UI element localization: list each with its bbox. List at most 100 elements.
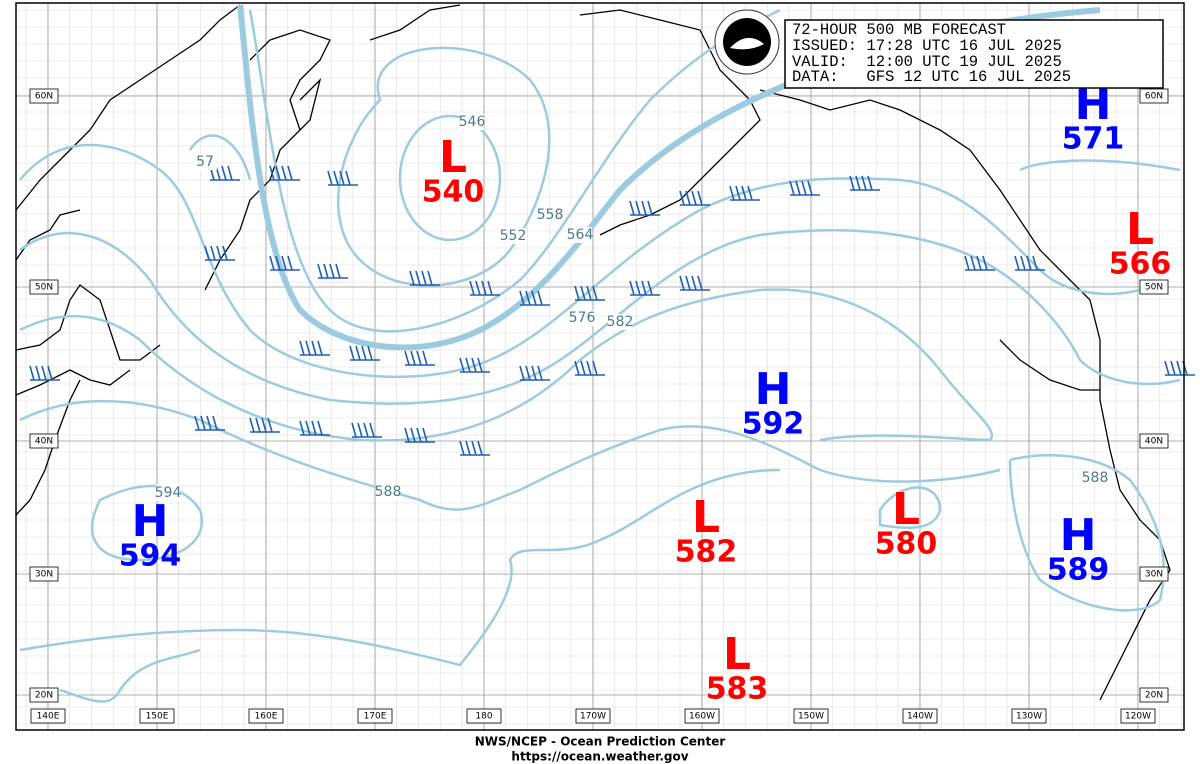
contour-label-bg (501, 228, 525, 244)
center-value: 540 (422, 175, 485, 210)
wind-barb (194, 415, 225, 431)
center-letter: L (723, 629, 751, 680)
latitude-label: 30N (35, 570, 53, 580)
contour-552 (337, 46, 551, 287)
wind-barb (1014, 255, 1045, 271)
longitude-label: 150W (798, 712, 824, 722)
wind-barbs (29, 165, 1195, 456)
header-box (784, 19, 1164, 89)
label-box (248, 708, 284, 724)
contour-label: 57 (196, 154, 214, 170)
wind-barb (299, 420, 330, 436)
header-line: ISSUED: 17:28 UTC 16 JUL 2025 (792, 37, 1062, 55)
center-letter: H (132, 496, 169, 547)
label-box (1139, 279, 1169, 295)
center-value: 580 (875, 527, 938, 562)
label-box (29, 279, 59, 295)
wind-barb (327, 170, 358, 186)
wind-barb (1164, 360, 1195, 376)
contour-label: 564 (567, 227, 594, 243)
wind-barb (299, 340, 330, 356)
label-box (466, 708, 502, 724)
label-box (139, 708, 175, 724)
wind-barb (679, 190, 710, 206)
contour-label: 588 (1082, 470, 1109, 486)
wind-barb (459, 357, 490, 373)
latitude-label: 40N (1145, 437, 1163, 447)
label-box (1139, 88, 1169, 104)
wind-barb (629, 200, 660, 216)
contour-label-bg (156, 485, 180, 501)
wind-barb (849, 175, 880, 191)
longitude-label: 170W (580, 712, 606, 722)
wind-barb (519, 365, 550, 381)
latitude-label: 50N (35, 283, 53, 293)
map-frame (15, 2, 1185, 731)
wind-barb (349, 345, 380, 361)
contour-588 (19, 399, 1165, 612)
label-box (902, 708, 938, 724)
wind-barb (789, 180, 820, 196)
latitude-label: 60N (1145, 92, 1163, 102)
contour-label: 576 (569, 310, 596, 326)
wind-barb (204, 245, 235, 261)
wind-barb (409, 270, 440, 286)
contour-546 (398, 114, 502, 242)
contour-label: 558 (537, 207, 564, 223)
center-value: 571 (1062, 122, 1125, 157)
wind-barb (629, 280, 660, 296)
label-box (793, 708, 829, 724)
contour-591 (59, 648, 201, 703)
center-value: 592 (742, 407, 805, 442)
wind-barb (249, 417, 280, 433)
label-box (1011, 708, 1047, 724)
contour-label-bg (1083, 470, 1107, 486)
contour-label-bg (570, 310, 594, 326)
latitude-label: 20N (1145, 691, 1163, 701)
contour-576 (19, 229, 1181, 405)
center-letter: H (755, 364, 792, 415)
header-line: 72-HOUR 500 MB FORECAST (792, 21, 1006, 39)
contour-label-bg (460, 114, 484, 130)
contour-582 (19, 288, 994, 442)
contour-label-bg (608, 314, 632, 330)
labels: 140E 150E 160E 170E 180 170W 160W 150W 140W 130W 1… (29, 79, 1171, 724)
longitude-label: 170E (364, 712, 387, 722)
center-value: 589 (1047, 553, 1110, 588)
wind-barb (459, 440, 490, 456)
contour-label: 552 (500, 228, 527, 244)
longitude-label: 160W (689, 712, 715, 722)
wind-barb (404, 350, 435, 366)
inland-line (999, 339, 1100, 391)
label-box (1120, 708, 1156, 724)
latitude-label: 20N (35, 691, 53, 701)
label-box (1139, 687, 1169, 703)
label-box (30, 708, 66, 724)
center-letter: L (1126, 204, 1154, 255)
footer-line: https://ocean.weather.gov (511, 750, 688, 764)
center-letter: H (1060, 510, 1097, 561)
contour-580 (878, 486, 942, 530)
wind-barb (404, 427, 435, 443)
latitude-label: 30N (1145, 570, 1163, 580)
label-box (1139, 566, 1169, 582)
longitude-label: 140E (37, 712, 60, 722)
longitude-label: 180 (475, 712, 492, 722)
contour-label: 546 (459, 114, 486, 130)
wind-barb (574, 360, 605, 376)
label-box (29, 433, 59, 449)
footer-line: NWS/NCEP - Ocean Prediction Center (475, 735, 726, 749)
contour-558 (188, 8, 781, 333)
header-line: DATA: GFS 12 UTC 16 JUL 2025 (792, 68, 1071, 86)
latitude-label: 60N (35, 92, 53, 102)
label-box (684, 708, 720, 724)
contour-label-bg (568, 227, 592, 243)
center-value: 582 (675, 535, 738, 570)
contour-label-bg (538, 207, 562, 223)
contour-label-bg (376, 484, 400, 500)
center-letter: L (892, 484, 920, 535)
wind-barb (269, 255, 300, 271)
contour-label: 582 (607, 314, 634, 330)
center-value: 583 (706, 672, 769, 707)
